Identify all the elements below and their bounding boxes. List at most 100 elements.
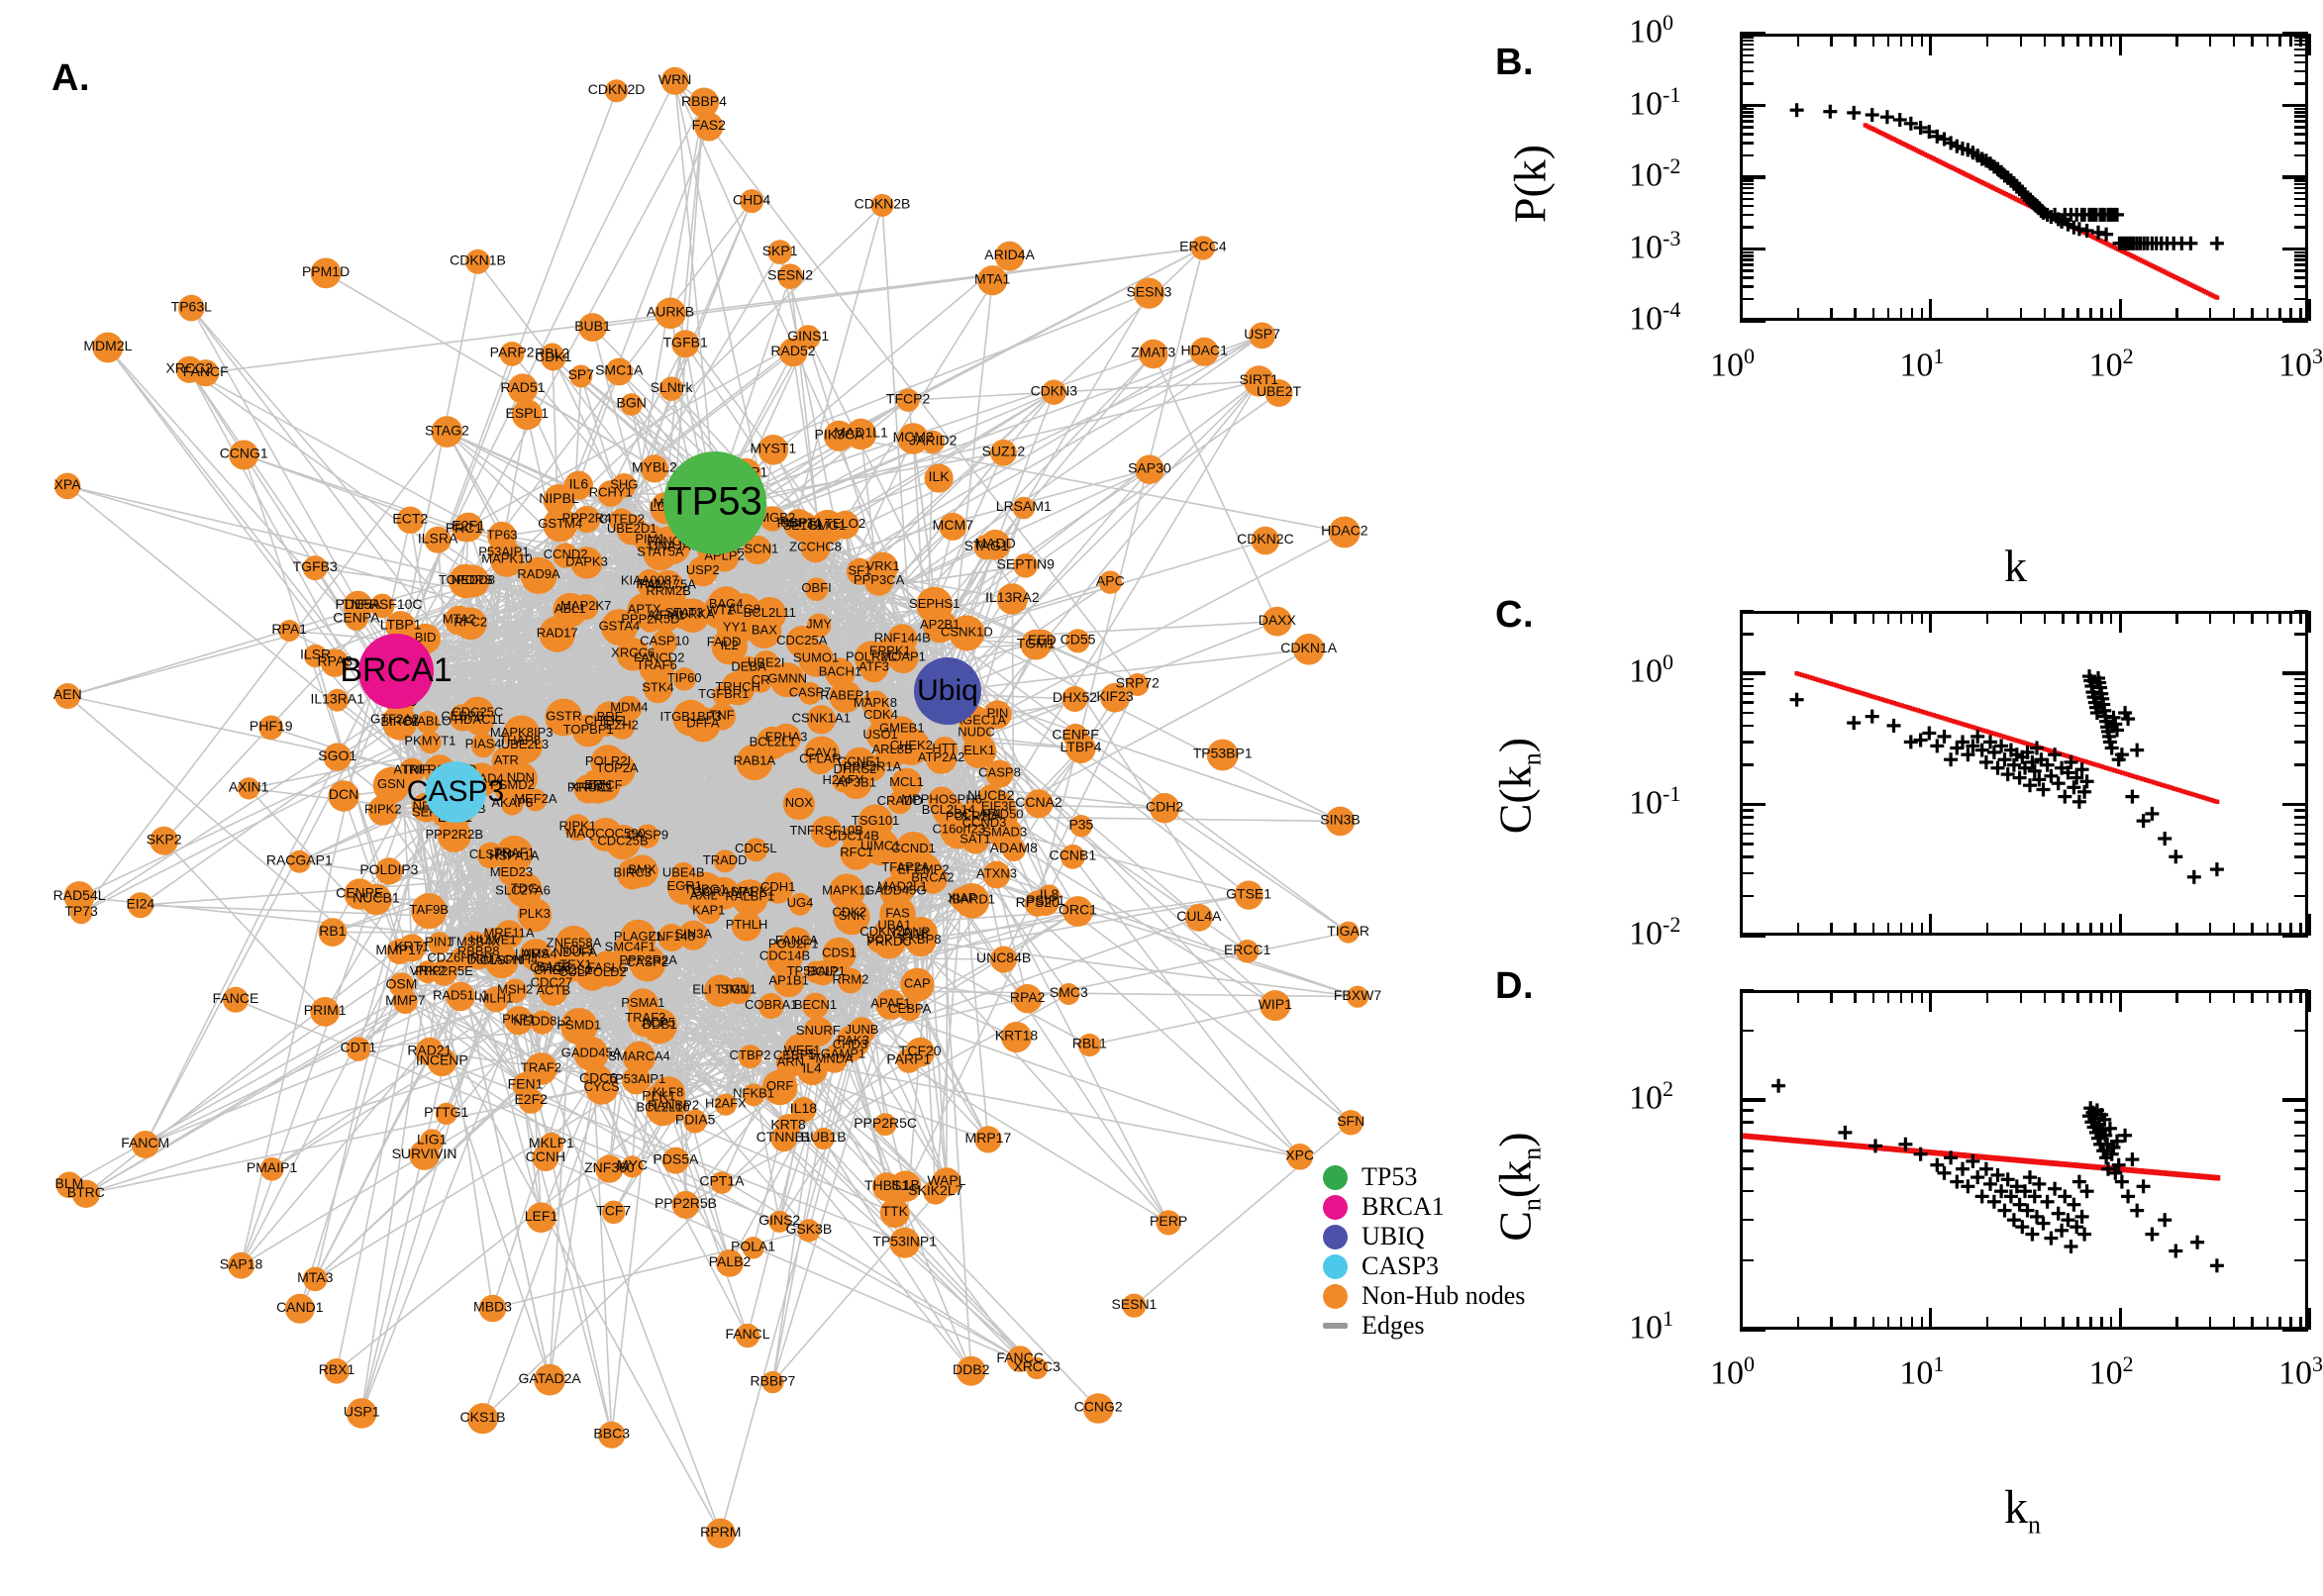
network-node[interactable] bbox=[54, 683, 81, 709]
network-node[interactable] bbox=[460, 696, 495, 731]
network-node[interactable] bbox=[428, 932, 452, 955]
network-node[interactable] bbox=[731, 879, 768, 917]
network-node[interactable] bbox=[740, 189, 764, 214]
network-node[interactable] bbox=[1328, 516, 1361, 549]
network-node[interactable] bbox=[580, 768, 616, 804]
network-node[interactable] bbox=[923, 609, 958, 644]
network-node[interactable] bbox=[725, 977, 753, 1005]
network-node[interactable] bbox=[131, 1131, 159, 1158]
network-node[interactable] bbox=[386, 939, 413, 964]
network-node[interactable] bbox=[753, 597, 787, 631]
network-node[interactable] bbox=[742, 1083, 765, 1107]
network-node[interactable] bbox=[1020, 629, 1052, 660]
network-node[interactable] bbox=[977, 265, 1008, 296]
network-node[interactable] bbox=[806, 746, 835, 775]
network-node[interactable] bbox=[949, 615, 985, 651]
network-node[interactable] bbox=[678, 920, 709, 950]
hub-node-casp3[interactable] bbox=[425, 761, 486, 823]
network-node[interactable] bbox=[790, 1097, 817, 1123]
network-node[interactable] bbox=[621, 1155, 644, 1178]
network-node[interactable] bbox=[982, 860, 1011, 889]
network-node[interactable] bbox=[569, 364, 593, 388]
network-node[interactable] bbox=[223, 986, 249, 1013]
network-node[interactable] bbox=[411, 893, 448, 930]
network-node[interactable] bbox=[1260, 990, 1291, 1022]
network-node[interactable] bbox=[1013, 553, 1038, 578]
network-node[interactable] bbox=[712, 632, 736, 655]
network-node[interactable] bbox=[605, 357, 634, 386]
network-node[interactable] bbox=[863, 566, 894, 596]
network-node[interactable] bbox=[829, 680, 862, 714]
network-node[interactable] bbox=[1024, 890, 1051, 917]
network-node[interactable] bbox=[346, 1398, 377, 1429]
network-node[interactable] bbox=[762, 872, 794, 904]
network-node[interactable] bbox=[879, 1197, 910, 1229]
network-node[interactable] bbox=[1184, 903, 1213, 932]
network-node[interactable] bbox=[637, 573, 660, 597]
network-node[interactable] bbox=[1138, 339, 1168, 369]
network-node[interactable] bbox=[617, 858, 649, 890]
network-node[interactable] bbox=[671, 1190, 700, 1219]
network-node[interactable] bbox=[1077, 1033, 1101, 1057]
network-node[interactable] bbox=[797, 1219, 821, 1243]
network-node[interactable] bbox=[478, 1294, 507, 1323]
network-node[interactable] bbox=[660, 66, 689, 95]
network-node[interactable] bbox=[238, 777, 260, 800]
network-node[interactable] bbox=[629, 945, 666, 982]
network-node[interactable] bbox=[1135, 454, 1164, 485]
network-node[interactable] bbox=[461, 931, 487, 955]
network-node[interactable] bbox=[1065, 629, 1090, 653]
network-node[interactable] bbox=[834, 898, 864, 929]
network-node[interactable] bbox=[688, 87, 720, 118]
network-node[interactable] bbox=[714, 1093, 738, 1116]
network-node[interactable] bbox=[879, 896, 916, 933]
network-node[interactable] bbox=[1012, 984, 1043, 1014]
network-node[interactable] bbox=[483, 986, 509, 1013]
network-node[interactable] bbox=[616, 695, 643, 722]
network-node[interactable] bbox=[1262, 606, 1292, 637]
network-node[interactable] bbox=[785, 626, 818, 658]
network-node[interactable] bbox=[284, 1293, 315, 1324]
network-node[interactable] bbox=[578, 313, 607, 342]
network-node[interactable] bbox=[872, 927, 906, 959]
network-node[interactable] bbox=[454, 512, 483, 543]
network-node[interactable] bbox=[573, 1037, 609, 1071]
network-node[interactable] bbox=[710, 1171, 734, 1194]
network-node[interactable] bbox=[1189, 337, 1219, 366]
network-node[interactable] bbox=[661, 1147, 689, 1174]
network-node[interactable] bbox=[639, 648, 675, 685]
network-node[interactable] bbox=[427, 1047, 457, 1077]
network-node[interactable] bbox=[1058, 983, 1080, 1005]
hub-node-ubiq[interactable] bbox=[914, 657, 981, 725]
network-node[interactable] bbox=[645, 1083, 673, 1112]
network-node[interactable] bbox=[1122, 1293, 1147, 1318]
network-node[interactable] bbox=[1337, 921, 1360, 944]
network-node[interactable] bbox=[591, 707, 621, 737]
network-node[interactable] bbox=[778, 338, 808, 367]
network-node[interactable] bbox=[388, 972, 415, 998]
hub-node-tp53[interactable] bbox=[663, 451, 766, 554]
network-node[interactable] bbox=[658, 376, 684, 401]
network-node[interactable] bbox=[939, 512, 967, 541]
network-node[interactable] bbox=[767, 240, 792, 264]
network-node[interactable] bbox=[150, 826, 179, 855]
network-node[interactable] bbox=[228, 1251, 254, 1279]
network-node[interactable] bbox=[530, 1010, 555, 1035]
network-node[interactable] bbox=[848, 1017, 876, 1045]
network-node[interactable] bbox=[572, 505, 601, 534]
network-node[interactable] bbox=[759, 506, 785, 532]
network-node[interactable] bbox=[925, 743, 958, 774]
network-node[interactable] bbox=[589, 950, 627, 987]
network-node[interactable] bbox=[961, 718, 991, 748]
network-node[interactable] bbox=[385, 611, 416, 642]
network-node[interactable] bbox=[456, 564, 490, 598]
network-node[interactable] bbox=[470, 733, 496, 758]
network-node[interactable] bbox=[753, 650, 780, 677]
network-node[interactable] bbox=[1126, 673, 1150, 696]
network-node[interactable] bbox=[512, 1072, 539, 1099]
network-node[interactable] bbox=[1061, 686, 1088, 712]
network-node[interactable] bbox=[671, 330, 700, 358]
network-node[interactable] bbox=[431, 958, 457, 986]
network-node[interactable] bbox=[655, 297, 686, 330]
network-node[interactable] bbox=[985, 759, 1014, 788]
